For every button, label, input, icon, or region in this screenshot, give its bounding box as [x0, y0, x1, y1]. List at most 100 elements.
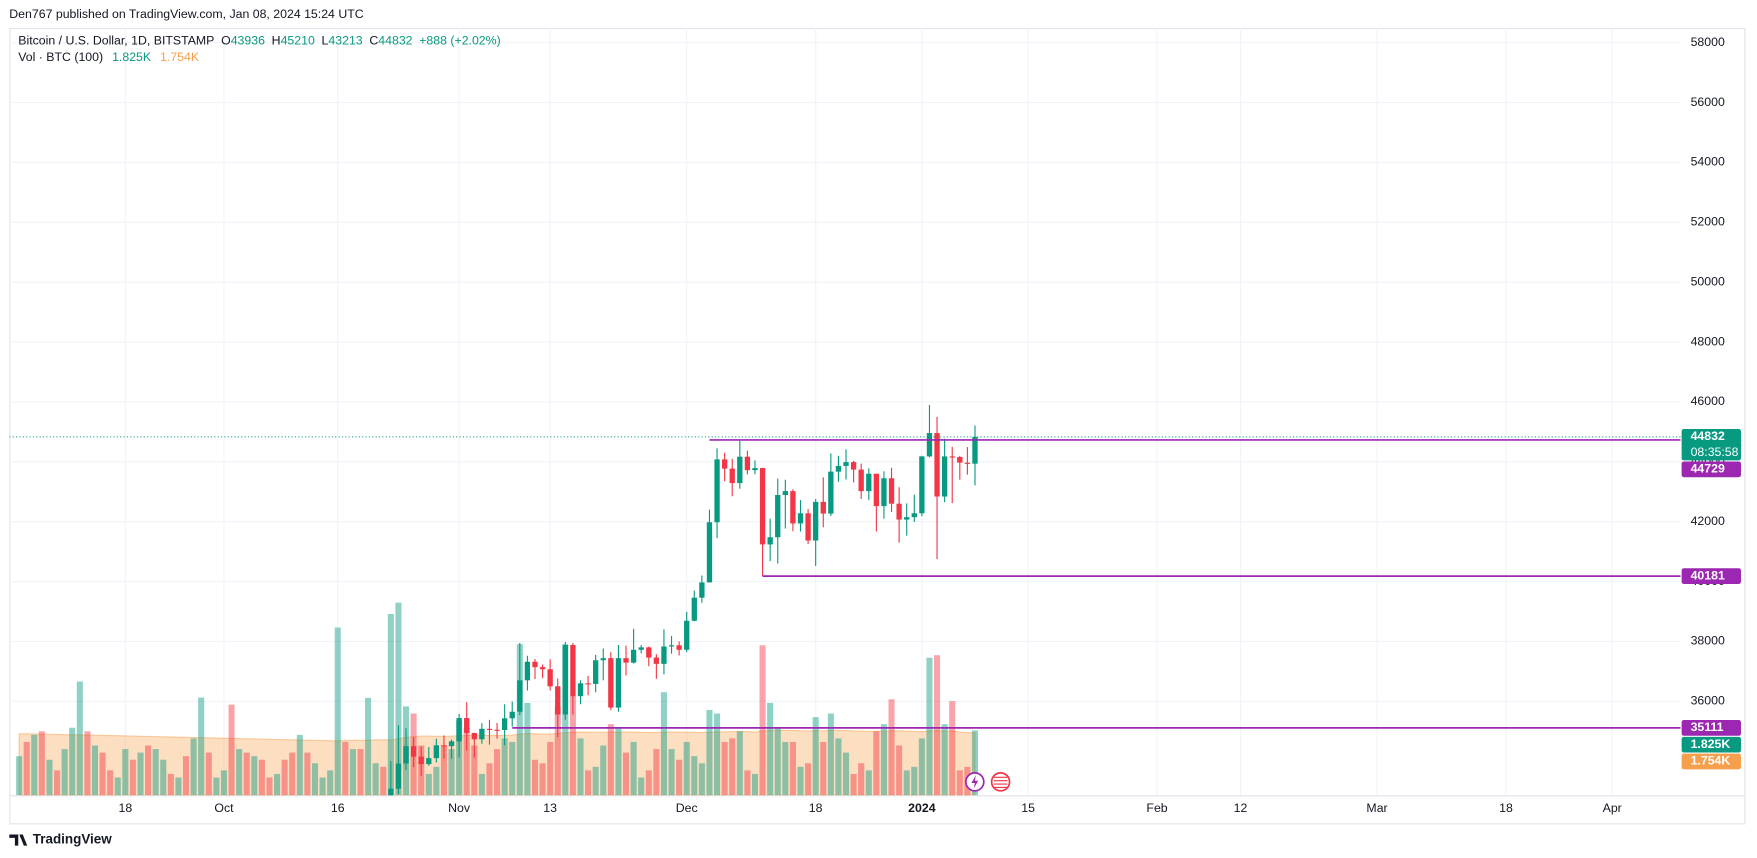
candle-body: [752, 468, 758, 471]
volume-bar: [107, 770, 114, 796]
candle-body: [744, 456, 751, 471]
volume-bar: [91, 745, 99, 796]
candle-body: [691, 597, 697, 621]
volume-bar: [494, 749, 501, 796]
candle-body: [524, 661, 531, 681]
x-tick-label: Apr: [1603, 801, 1622, 815]
candle-body: [608, 658, 614, 708]
candle-body: [850, 462, 857, 470]
volume-ma-label: 1.754K: [1691, 754, 1731, 768]
candle-body: [555, 686, 561, 715]
volume-bar: [509, 741, 516, 796]
volume-bar: [554, 706, 561, 796]
candle-body: [775, 495, 781, 538]
legend-low: 43213: [328, 34, 362, 48]
candle-body: [577, 683, 584, 697]
volume-bar: [865, 770, 872, 796]
x-tick-label: Dec: [676, 801, 698, 815]
volume-bar: [683, 741, 690, 796]
candle-body: [623, 658, 629, 663]
volume-bar: [213, 777, 220, 796]
plot-area: [9, 404, 1681, 796]
volume-bar: [660, 692, 667, 796]
volume-bar: [220, 770, 227, 796]
volume-bar: [638, 777, 645, 796]
volume-bar: [145, 745, 152, 796]
volume-bar: [600, 745, 607, 796]
x-tick-label: 13: [543, 801, 557, 815]
legend-key: C: [369, 34, 378, 48]
y-tick-label: 48000: [1691, 334, 1725, 348]
candle-body: [668, 645, 675, 647]
x-tick-label: 18: [809, 801, 823, 815]
candle-body: [919, 456, 925, 514]
volume-bar: [668, 749, 675, 796]
candle-body: [388, 788, 394, 796]
candle-body: [729, 468, 735, 484]
volume-bar: [289, 752, 296, 796]
level-label-box: [1681, 720, 1741, 736]
volume-bar: [539, 763, 546, 796]
candle-body: [615, 658, 622, 708]
y-tick-label: 56000: [1691, 95, 1725, 109]
volume-bar: [251, 756, 258, 796]
volume-bar: [190, 738, 197, 796]
volume-bar: [653, 749, 660, 796]
legend-high: 45210: [281, 34, 315, 48]
volume-ma-area: [18, 729, 976, 796]
candle-body: [661, 646, 667, 664]
candle-body: [941, 456, 948, 497]
volume-bar: [607, 724, 614, 796]
brand: TradingView: [33, 832, 112, 847]
volume-bar: [820, 741, 827, 796]
volume-bar: [486, 763, 493, 796]
volume-bar: [569, 695, 576, 796]
volume-bar: [23, 741, 30, 796]
axes: 3600038000400004200044000460004800050000…: [118, 35, 1741, 815]
volume-bar: [349, 749, 356, 796]
candle-body: [426, 758, 432, 765]
volume-bar: [812, 717, 819, 796]
volume-bar: [61, 749, 68, 796]
volume-bar: [425, 773, 432, 796]
candle-body: [441, 745, 447, 747]
volume-legend: Vol · BTC (100) 1.825K 1.754K: [18, 50, 200, 64]
candle-body: [721, 459, 728, 469]
legend-key: L: [322, 34, 329, 48]
candle-body: [410, 746, 417, 757]
candle-body: [547, 669, 553, 687]
last-price-label: 44832: [1691, 429, 1725, 443]
volume-bar: [736, 731, 743, 796]
x-tick-label: Oct: [214, 801, 234, 815]
volume-bar: [304, 752, 311, 796]
volume-bar: [99, 752, 106, 796]
volume-bar: [789, 741, 796, 796]
volume-bar: [911, 766, 918, 796]
candle-body: [494, 729, 500, 731]
volume-bar: [926, 657, 933, 796]
volume-bar: [797, 766, 804, 796]
volume-bar: [842, 752, 850, 796]
volume-bar: [971, 730, 979, 796]
volume-bar: [850, 773, 857, 796]
symbol-legend: Bitcoin / U.S. Dollar, 1D, BITSTAMP O4393…: [18, 34, 500, 48]
candle-body: [972, 436, 978, 464]
lightning-glyph: [971, 775, 979, 789]
volume-bar: [751, 773, 759, 796]
countdown: 08:35:58: [1691, 445, 1739, 459]
volume-bar: [463, 727, 470, 796]
candle-body: [813, 501, 819, 541]
candle-body: [881, 478, 887, 507]
volume-bar: [357, 749, 364, 796]
chart-title: Den767 published on TradingView.com, Jan…: [9, 7, 363, 21]
volume-bar: [941, 724, 948, 796]
volume-bar: [205, 752, 212, 796]
x-tick-label: 16: [331, 801, 345, 815]
x-tick-label: Mar: [1366, 801, 1387, 815]
y-tick-label: 50000: [1691, 274, 1725, 288]
volume-bar: [76, 681, 83, 796]
volume-value: 1.825K: [112, 50, 152, 64]
candle-body: [464, 718, 470, 734]
candle-body: [501, 718, 508, 731]
